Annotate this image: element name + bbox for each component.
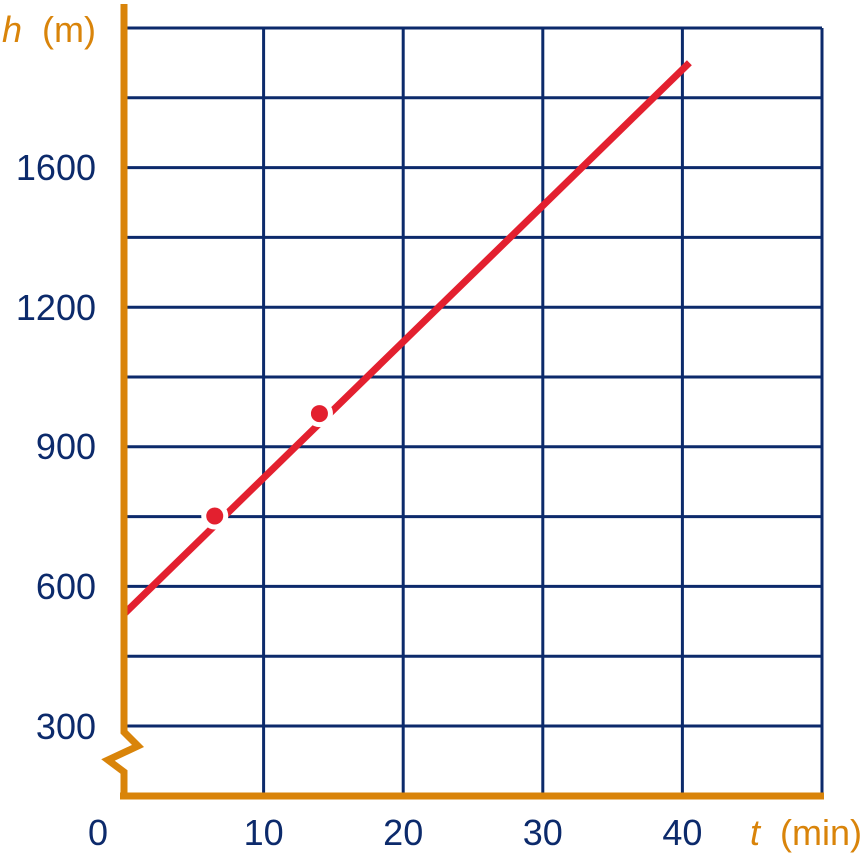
x-tick-label: 30 bbox=[523, 812, 563, 853]
grid bbox=[124, 26, 824, 796]
x-tick-label: 40 bbox=[662, 812, 702, 853]
y-tick-label: 300 bbox=[36, 706, 96, 747]
y-tick-label: 1600 bbox=[16, 147, 96, 188]
y-axis-label: h (m) bbox=[2, 9, 96, 50]
x-axis-unit: (min) bbox=[780, 812, 862, 853]
y-axis bbox=[101, 4, 145, 796]
y-tick-label: 1200 bbox=[16, 287, 96, 328]
x-tick-label: 0 bbox=[88, 812, 108, 853]
y-tick-label: 900 bbox=[36, 426, 96, 467]
series-layer bbox=[121, 60, 692, 617]
series-line bbox=[121, 60, 692, 617]
y-axis-unit: (m) bbox=[42, 9, 96, 50]
x-axis-label: t (min) bbox=[750, 812, 862, 853]
y-axis-variable: h bbox=[2, 9, 22, 50]
data-point bbox=[201, 502, 229, 530]
x-tick-label: 10 bbox=[244, 812, 284, 853]
x-axis-variable: t bbox=[750, 812, 762, 853]
data-point bbox=[305, 400, 333, 428]
y-tick-label: 600 bbox=[36, 566, 96, 607]
tick-labels: 300 600 900 1200 1600 0 10 20 30 40 bbox=[16, 147, 703, 853]
axes bbox=[101, 4, 824, 800]
x-tick-label: 20 bbox=[383, 812, 423, 853]
